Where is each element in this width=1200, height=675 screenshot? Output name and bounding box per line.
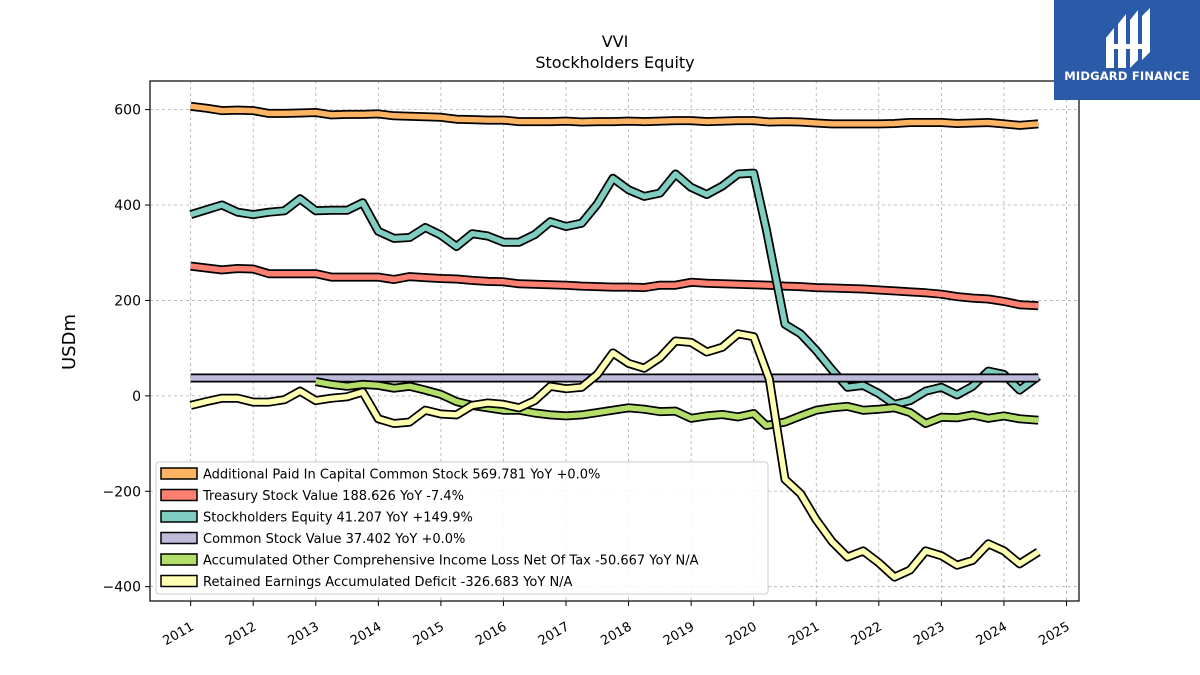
y-tick-label: 200 [114,293,141,309]
legend-box [155,461,769,595]
x-tick-label: 2013 [286,619,322,649]
y-tick-label: 0 [132,389,141,405]
legend-label: Common Stock Value 37.402 YoY +0.0% [203,532,465,547]
y-tick-label: 400 [114,198,141,214]
series-4 [315,377,1039,430]
x-tick-label: 2021 [786,619,822,649]
x-tick-label: 2020 [724,619,760,649]
brand-name: MIDGARD FINANCE [1064,69,1190,83]
brand-logo: MIDGARD FINANCE [1054,0,1200,100]
legend-swatch [160,488,198,502]
x-tick-label: 2015 [411,619,447,649]
series-layer [189,101,1041,582]
plot-frame [149,80,1080,602]
y-tick-label: −200 [103,484,141,500]
legend-swatch [160,553,198,566]
chart-subtitle: Stockholders Equity [535,53,694,72]
y-axis-label: USDm [59,314,80,370]
legend-label: Additional Paid In Capital Common Stock … [203,468,600,483]
legend-swatch [160,574,198,588]
x-tick-label: 2022 [849,619,885,649]
legend-label: Retained Earnings Accumulated Deficit -3… [203,575,573,590]
x-tick-label: 2019 [661,619,697,649]
series-line [190,331,1040,580]
x-tick-label: 2011 [161,619,197,649]
legend: Additional Paid In Capital Common Stock … [155,461,769,595]
series-line [190,103,1039,129]
series-line [315,378,1039,429]
x-tick-label: 2014 [348,619,384,649]
legend-swatch [160,531,198,545]
series-0 [190,101,1039,130]
series-line [190,263,1039,309]
x-tick-label: 2025 [1036,619,1072,649]
x-tick-label: 2023 [911,619,947,649]
y-tick-label: 600 [114,103,141,119]
legend-label: Accumulated Other Comprehensive Income L… [203,554,699,569]
brand-logo-icon [1106,8,1150,68]
x-tick-label: 2018 [598,619,634,649]
series-1 [190,261,1039,311]
y-tick-label: −400 [103,580,141,596]
legend-swatch [160,510,198,523]
series-5 [189,329,1041,582]
chart-title: VVI [602,32,629,51]
x-tick-label: 2024 [974,619,1010,649]
legend-swatch [160,467,198,480]
x-tick-label: 2016 [473,619,509,649]
x-tick-label: 2012 [223,619,259,649]
legend-label: Treasury Stock Value 188.626 YoY -7.4% [202,489,464,504]
x-tick-label: 2017 [536,619,572,649]
legend-label: Stockholders Equity 41.207 YoY +149.9% [203,511,473,526]
